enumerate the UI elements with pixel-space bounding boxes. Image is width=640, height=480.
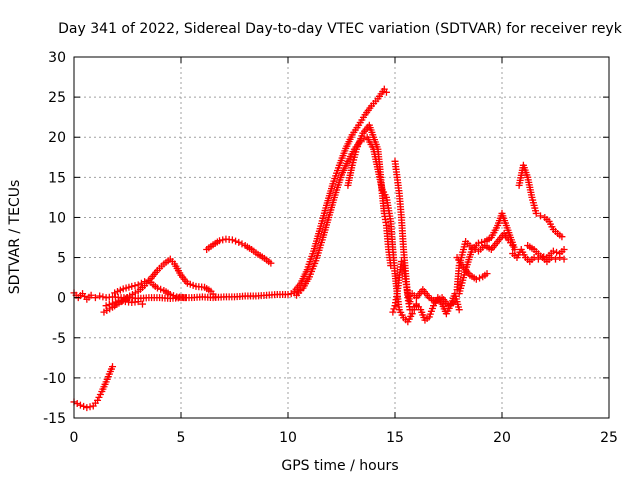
chart-title: Day 341 of 2022, Sidereal Day-to-day VTE… (58, 21, 623, 37)
data-point (137, 279, 145, 287)
x-tick-label: 25 (600, 430, 618, 446)
data-point (530, 254, 538, 262)
x-tick-label: 5 (177, 430, 186, 446)
y-tick-label: 25 (48, 90, 66, 106)
data-point (560, 246, 568, 254)
data-point (153, 284, 161, 292)
tick-labels: 0 5 10 15 20 25 -15 -10 -5 0 5 10 15 20 25 30 (43, 50, 618, 446)
data-point (549, 247, 557, 255)
data-point (476, 274, 484, 282)
data-point (73, 400, 81, 408)
data-point (134, 281, 142, 289)
data-point (99, 293, 107, 301)
data-points (70, 85, 568, 412)
data-point (128, 282, 136, 290)
data-point (131, 282, 139, 290)
y-tick-label: -15 (43, 411, 66, 427)
data-point (511, 246, 519, 254)
data-point (267, 259, 275, 267)
y-axis-label: SDTVAR / TECUs (7, 180, 23, 295)
data-point (235, 238, 243, 246)
data-point (238, 240, 246, 248)
data-point (87, 291, 95, 299)
y-tick-label: 5 (57, 251, 66, 267)
data-point (397, 258, 405, 266)
data-point (552, 255, 559, 263)
data-point (76, 401, 84, 409)
y-tick-label: 20 (48, 130, 66, 146)
data-point (537, 252, 545, 260)
x-axis-label: GPS time / hours (281, 458, 398, 474)
tick-marks (73, 56, 610, 419)
data-point (181, 294, 189, 302)
data-point (284, 290, 292, 298)
data-point (96, 292, 104, 300)
data-point (86, 403, 94, 411)
data-point (387, 262, 395, 270)
data-point (390, 305, 398, 313)
data-point (560, 255, 568, 263)
data-point (228, 236, 236, 244)
y-tick-label: 0 (57, 291, 66, 307)
data-point (105, 300, 113, 308)
data-point (474, 239, 482, 247)
x-tick-label: 0 (70, 430, 79, 446)
data-point (509, 242, 517, 250)
data-point (91, 294, 99, 302)
data-point (553, 248, 561, 256)
data-point (134, 298, 142, 306)
grid-lines (74, 57, 609, 418)
x-tick-label: 10 (279, 430, 297, 446)
data-point (112, 298, 120, 306)
x-tick-label: 15 (386, 430, 404, 446)
data-point (216, 237, 224, 245)
y-tick-label: 30 (48, 50, 66, 66)
data-point (468, 244, 476, 252)
data-point (211, 293, 219, 301)
data-point (102, 302, 110, 310)
data-point (537, 212, 545, 220)
data-point (232, 237, 240, 245)
plot-frame (73, 56, 610, 419)
data-point (109, 299, 117, 307)
data-point (478, 238, 486, 246)
x-tick-label: 20 (493, 430, 511, 446)
data-point (455, 306, 463, 314)
data-point (389, 308, 397, 316)
data-point (138, 300, 146, 308)
data-point (472, 275, 480, 283)
data-point (532, 209, 540, 217)
data-point (166, 290, 174, 298)
data-point (141, 278, 149, 286)
data-point (219, 236, 227, 244)
data-point (540, 253, 548, 261)
data-point (83, 404, 91, 412)
data-point (382, 88, 390, 96)
data-point (451, 298, 459, 306)
y-tick-label: -5 (52, 331, 66, 347)
data-point (558, 233, 566, 241)
data-point (80, 402, 88, 410)
data-point (109, 363, 117, 371)
y-tick-label: 10 (48, 210, 66, 226)
data-point (170, 292, 178, 300)
data-point (157, 285, 165, 293)
y-tick-label: -10 (43, 371, 66, 387)
y-tick-label: 15 (48, 170, 66, 186)
data-point (483, 270, 491, 278)
